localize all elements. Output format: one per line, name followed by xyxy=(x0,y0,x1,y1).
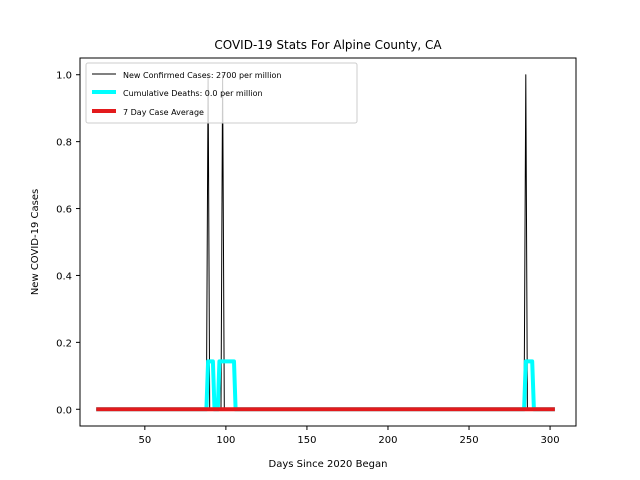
y-tick-label: 0.6 xyxy=(56,205,72,216)
x-tick-label: 250 xyxy=(459,435,478,446)
x-axis-ticks: 50 100 150 200 250 300 xyxy=(138,426,560,446)
x-tick-label: 200 xyxy=(378,435,397,446)
x-tick-label: 300 xyxy=(541,435,560,446)
x-tick-label: 50 xyxy=(138,435,151,446)
x-tick-label: 150 xyxy=(297,435,316,446)
legend-label-7-day-average: 7 Day Case Average xyxy=(123,108,204,117)
legend-box xyxy=(85,62,358,124)
x-axis-label: Days Since 2020 Began xyxy=(269,459,388,470)
y-axis-label: New COVID-19 Cases xyxy=(30,189,41,295)
y-tick-label: 0.8 xyxy=(56,138,72,149)
y-axis-ticks: 0.0 0.2 0.4 0.6 0.8 1.0 xyxy=(56,71,80,416)
legend-label-new-cases: New Confirmed Cases: 2700 per million xyxy=(123,71,281,80)
chart-title: COVID-19 Stats For Alpine County, CA xyxy=(214,38,442,52)
legend-label-cumulative-deaths: Cumulative Deaths: 0.0 per million xyxy=(123,89,263,98)
y-tick-label: 0.0 xyxy=(56,405,72,416)
x-tick-label: 100 xyxy=(216,435,235,446)
legend: New Confirmed Cases: 2700 per million Cu… xyxy=(85,62,358,124)
plot-frame xyxy=(79,57,577,427)
series-line-cumulative-deaths xyxy=(96,359,555,412)
y-tick-label: 0.2 xyxy=(56,338,72,349)
y-tick-label: 0.4 xyxy=(56,271,72,282)
y-tick-label: 1.0 xyxy=(56,71,72,82)
